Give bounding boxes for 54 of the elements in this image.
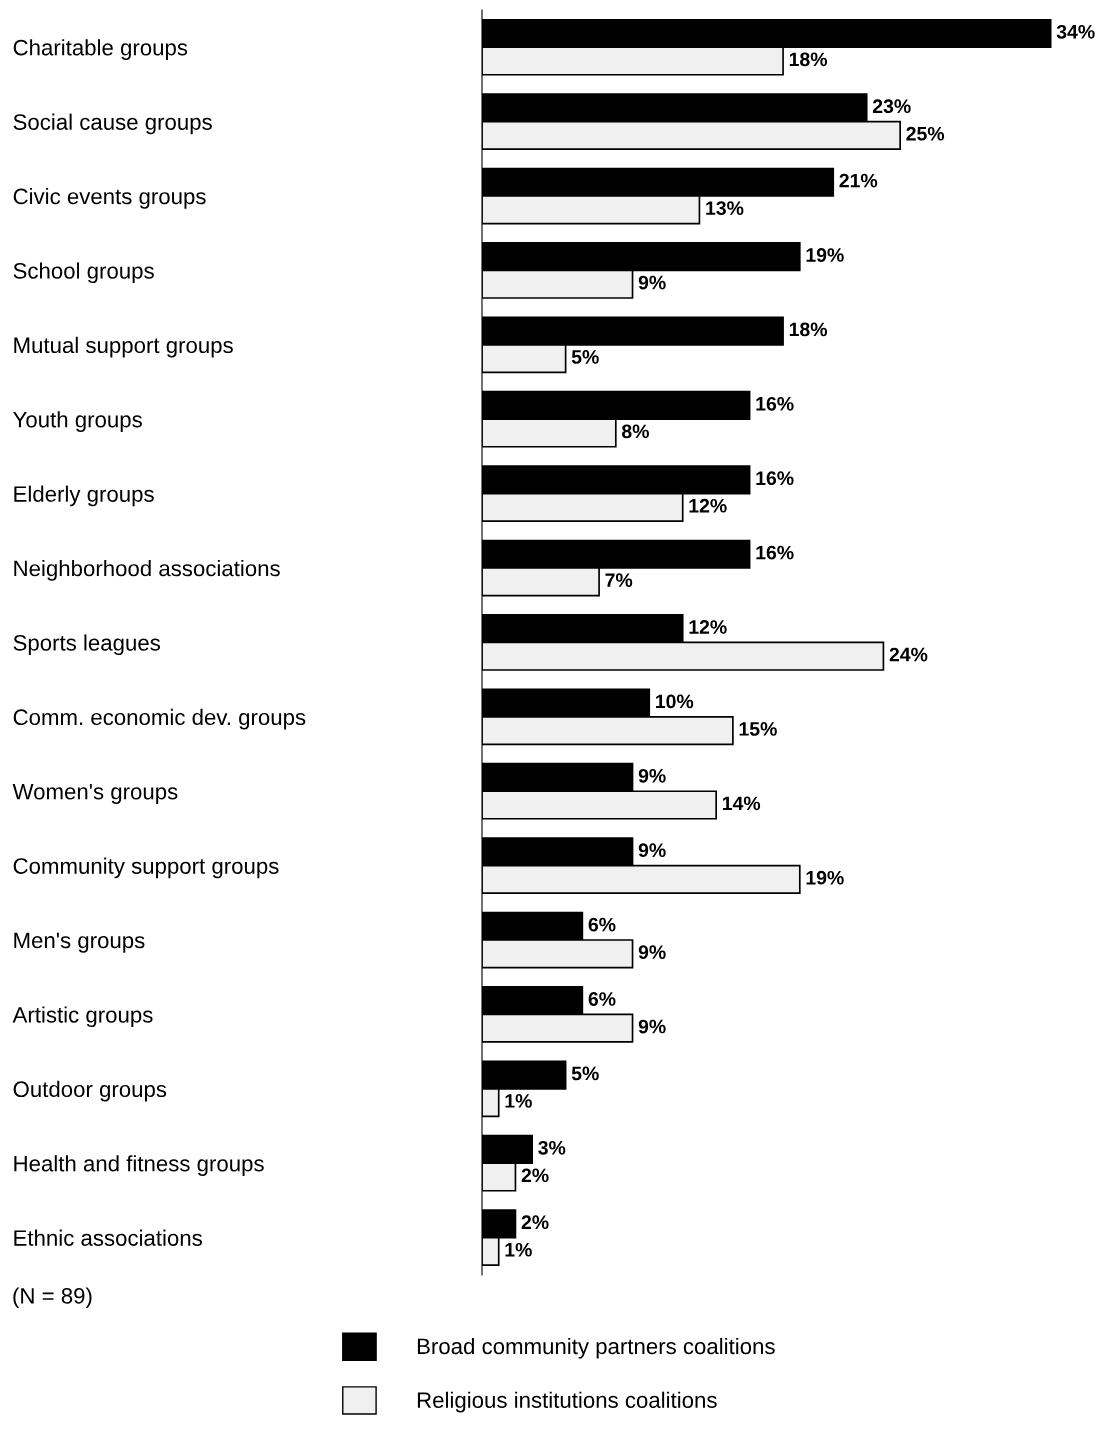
data-label: 18% — [789, 52, 828, 67]
data-label: 1% — [505, 1242, 532, 1257]
data-label: 9% — [638, 768, 666, 783]
data-label: 23% — [872, 99, 911, 114]
data-label: 5% — [571, 350, 599, 364]
legend-label: Religious institutions coalitions — [417, 1391, 717, 1413]
y-tick-label: Social cause groups — [13, 113, 212, 135]
data-label: 9% — [638, 275, 666, 290]
data-label: 34% — [1056, 24, 1095, 39]
data-label: 2% — [521, 1168, 549, 1183]
data-label: 19% — [806, 248, 844, 262]
data-label: 14% — [722, 796, 761, 811]
data-label: 6% — [588, 917, 616, 932]
y-tick-label: Community support groups — [13, 857, 279, 879]
legend-label: Broad community partners coalitions — [417, 1337, 775, 1359]
data-label: 9% — [638, 1019, 666, 1034]
y-tick-label: Charitable groups — [13, 39, 188, 60]
y-tick-label: Neighborhood associations — [14, 559, 280, 581]
y-tick-label: Elderly groups — [14, 485, 154, 507]
data-label: 9% — [638, 945, 666, 960]
data-label: 6% — [588, 992, 616, 1006]
text: (N = 89) — [13, 1287, 92, 1309]
data-label: 3% — [538, 1140, 566, 1155]
data-label: 2% — [521, 1215, 549, 1230]
y-tick-label: Men's groups — [14, 932, 145, 953]
data-label: 13% — [706, 201, 744, 216]
data-label: 16% — [756, 545, 794, 560]
y-tick-label: Mutual support groups — [14, 336, 233, 358]
data-label: 25% — [906, 126, 945, 141]
data-label: 12% — [689, 620, 727, 634]
data-label: 1% — [505, 1094, 532, 1108]
data-label: 21% — [839, 173, 878, 188]
data-label: 19% — [806, 870, 844, 885]
data-label: 24% — [889, 647, 928, 662]
y-tick-label: Comm. economic dev. groups — [13, 708, 306, 730]
data-label: 10% — [656, 694, 694, 709]
data-label: 16% — [756, 471, 794, 486]
data-label: 16% — [756, 396, 794, 411]
data-label: 9% — [638, 843, 666, 858]
data-label: 7% — [605, 573, 633, 587]
y-tick-label: Women's groups — [12, 783, 178, 804]
y-tick-label: Sports leagues — [13, 634, 160, 656]
y-tick-label: Health and fitness groups — [14, 1155, 264, 1176]
data-label: 12% — [689, 498, 727, 513]
data-label: 18% — [789, 322, 828, 337]
y-tick-label: Civic events groups — [13, 187, 206, 209]
y-tick-label: Outdoor groups — [13, 1080, 167, 1102]
data-label: 15% — [739, 722, 777, 736]
data-label: 5% — [571, 1066, 599, 1081]
y-tick-label: Youth groups — [13, 411, 142, 432]
y-tick-label: Artistic groups — [12, 1006, 153, 1028]
data-label: 8% — [621, 424, 649, 439]
y-tick-label: School groups — [13, 262, 154, 284]
y-tick-label: Ethnic associations — [14, 1229, 202, 1246]
